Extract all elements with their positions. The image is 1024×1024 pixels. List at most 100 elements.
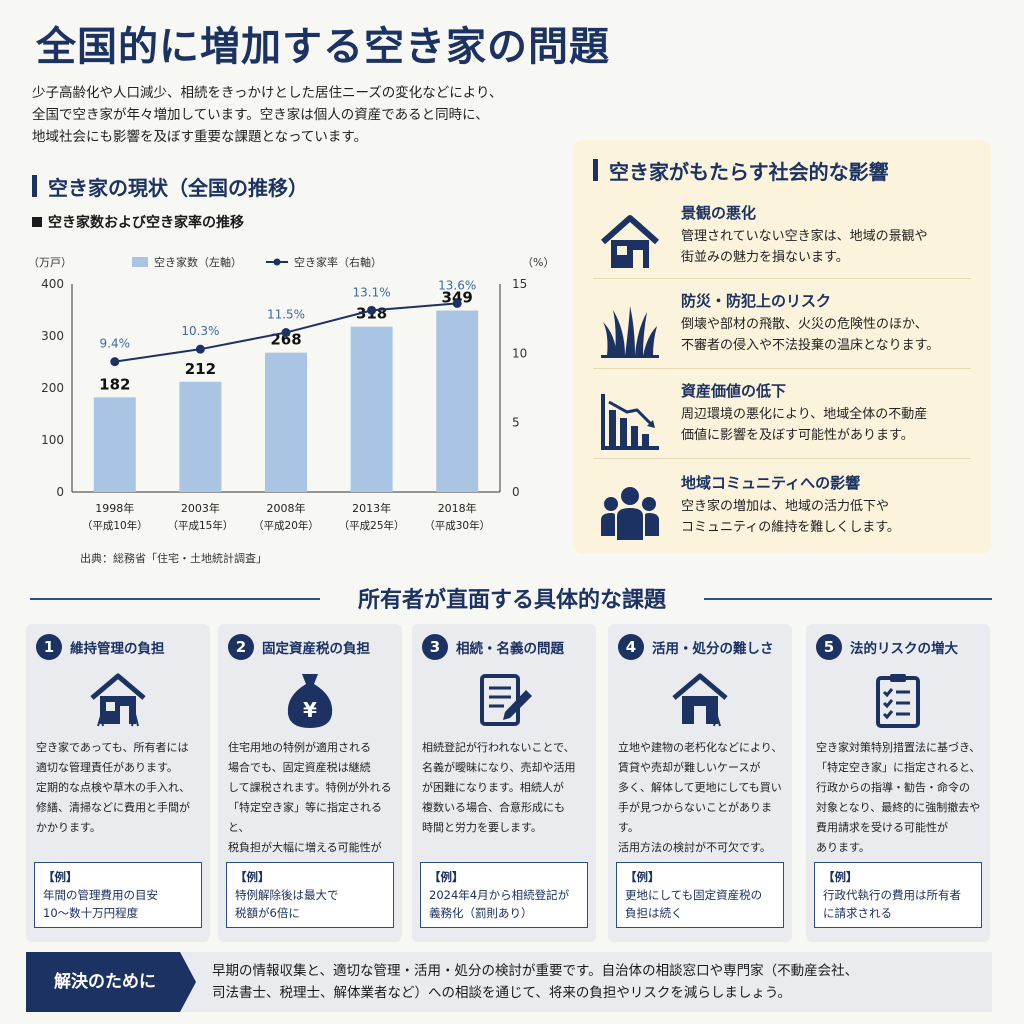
document-pen-icon: [480, 674, 532, 726]
legend-line-marker: [273, 258, 281, 266]
left-axis-unit: （万戸）: [28, 256, 72, 269]
issue-desc: 相続登記が行われないことで、 名義が曖昧になり、売却や活用 が困難になります。相…: [422, 741, 576, 834]
impact-desc: 倒壊や部材の飛散、火災の危険性のほか、 不審者の侵入や不法投棄の温床となります。: [681, 317, 940, 353]
impact-item-asset-value: 資産価値の低下 周辺環境の悪化により、地域全体の不動産 価値に影響を及ぼす可能性…: [593, 380, 973, 468]
bar-value-label: 182: [99, 375, 130, 393]
legend-bar-swatch: [132, 257, 148, 267]
intro-line: 全国で空き家が年々増加しています。空き家は個人の資産であると同時に、: [32, 107, 489, 123]
rate-point: [110, 357, 120, 367]
intro-line: 少子高齢化や人口減少、相続をきっかけとした居住ニーズの変化などにより、: [32, 85, 503, 101]
rate-value-label: 13.6%: [438, 278, 476, 292]
bar: [93, 397, 136, 492]
impact-item-community: 地域コミュニティへの影響 空き家の増加は、地域の活力低下や コミュニティの維持を…: [593, 472, 973, 560]
chart-section-heading: 空き家の現状（全国の推移）: [32, 172, 308, 201]
rate-value-label: 9.4%: [100, 337, 131, 351]
bar-value-label: 268: [270, 331, 301, 349]
issue-card-utilization: 4 活用・処分の難しさ 立地や建物の老朽化などにより、 賃貸や売却が難しいケース…: [608, 624, 792, 942]
impact-desc: 空き家の増加は、地域の活力低下や コミュニティの維持を難しくします。: [681, 499, 900, 535]
issues-heading: 所有者が直面する具体的な課題: [347, 588, 676, 613]
legend-bar-label: 空き家数（左軸）: [154, 255, 242, 269]
legend-line-label: 空き家率（右軸）: [294, 255, 382, 269]
intro-line: 地域社会にも影響を及ぼす重要な課題となっています。: [32, 129, 368, 145]
right-tick-label: 0: [512, 485, 520, 499]
issue-title: 固定資産税の負担: [262, 641, 370, 657]
issue-desc: 空き家であっても、所有者には 適切な管理責任があります。 定期的な点検や草木の手…: [36, 741, 191, 834]
issue-title: 活用・処分の難しさ: [652, 641, 774, 657]
intro-text: 少子高齢化や人口減少、相続をきっかけとした居住ニーズの変化などにより、 全国で空…: [32, 82, 592, 148]
checklist-icon: [876, 674, 920, 728]
impact-title: 景観の悪化: [681, 204, 757, 222]
divider: [593, 368, 971, 369]
overgrown-house-icon: [90, 673, 146, 727]
chart-subheading: 空き家数および空き家率の推移: [32, 212, 244, 232]
issue-title: 法的リスクの増大: [850, 641, 958, 657]
bar: [265, 352, 307, 492]
left-tick-label: 400: [41, 277, 64, 291]
rate-value-label: 13.1%: [353, 285, 391, 299]
x-tick-label: 2003年: [181, 501, 220, 515]
x-tick-label: 1998年: [95, 501, 134, 515]
issue-example: 【例】 更地にしても固定資産税の 負担は続く: [616, 862, 784, 928]
svg-text:¥: ¥: [303, 698, 317, 722]
vacancy-chart: （万戸） （%） 空き家数（左軸） 空き家率（右軸） 0 100 200 300 400 0 5 10…: [28, 255, 554, 532]
chart-source: 出典：総務省「住宅・土地統計調査」: [80, 552, 267, 565]
impact-item-disaster: 防災・防犯上のリスク 倒壊や部材の飛散、火災の危険性のほか、 不審者の侵入や不法…: [593, 290, 973, 378]
issue-example: 【例】 特例解除後は最大で 税額が6倍に: [226, 862, 394, 928]
issue-desc: 住宅用地の特例が適用される 場合でも、固定資産税は継続 して課税されます。特例が…: [228, 741, 392, 874]
x-tick-label: 2008年: [267, 501, 306, 515]
right-tick-label: 10: [512, 346, 527, 360]
right-axis-unit: （%）: [522, 256, 554, 269]
issues-heading-row: 所有者が直面する具体的な課題: [0, 582, 1024, 614]
divider: [593, 458, 971, 459]
solution-text: 早期の情報収集と、適切な管理・活用・処分の検討が重要です。自治体の相談窓口や専門…: [212, 963, 859, 1001]
issue-number: 5: [816, 634, 842, 660]
rate-point: [452, 298, 462, 308]
rate-value-label: 11.5%: [267, 308, 305, 322]
impact-item-landscape: 景観の悪化 管理されていない空き家は、地域の景観や 街並みの魅力を損ないます。: [593, 202, 973, 290]
left-tick-label: 300: [41, 329, 64, 343]
rate-point: [367, 305, 377, 315]
x-tick-sublabel: （平成10年）: [82, 519, 148, 532]
issue-number: 1: [36, 634, 62, 660]
house-icon: [672, 673, 728, 727]
rate-point: [195, 344, 205, 354]
impact-title: 防災・防犯上のリスク: [681, 292, 832, 310]
issue-number: 2: [228, 634, 254, 660]
right-tick-label: 15: [512, 277, 527, 291]
bar: [436, 310, 479, 492]
issue-title: 相続・名義の問題: [456, 641, 564, 657]
issue-example: 【例】 2024年4月から相続登記が 義務化（罰則あり）: [420, 862, 588, 928]
divider: [704, 598, 992, 600]
impact-desc: 周辺環境の悪化により、地域全体の不動産 価値に影響を及ぼす可能性があります。: [681, 407, 928, 443]
rate-point: [281, 328, 291, 338]
bar-value-label: 212: [185, 360, 216, 378]
bar: [179, 381, 222, 492]
left-tick-label: 200: [41, 381, 64, 395]
issue-number: 3: [422, 634, 448, 660]
x-tick-sublabel: （平成20年）: [253, 519, 319, 532]
x-tick-sublabel: （平成15年）: [167, 519, 233, 532]
issue-title: 維持管理の負担: [70, 641, 165, 657]
solution-banner: 解決のために 早期の情報収集と、適切な管理・活用・処分の検討が重要です。自治体の…: [26, 952, 992, 1012]
issue-example: 【例】 行政代執行の費用は所有者 に請求される: [814, 862, 982, 928]
money-bag-icon: ¥: [287, 674, 333, 728]
impact-title: 地域コミュニティへの影響: [681, 474, 861, 492]
bar: [350, 326, 393, 492]
issue-desc: 立地や建物の老朽化などにより、 賃貸や売却が難しいケースが 多く、解体して更地に…: [618, 741, 783, 854]
issue-card-legal-risk: 5 法的リスクの増大 空き家対策特別措置法に基づき、 「特定空き家」に指定される…: [806, 624, 990, 942]
impact-desc: 管理されていない空き家は、地域の景観や 街並みの魅力を損ないます。: [681, 229, 928, 265]
bar-value-label: 349: [442, 289, 473, 307]
x-tick-sublabel: （平成30年）: [424, 519, 490, 532]
divider: [30, 598, 320, 600]
issue-number: 4: [618, 634, 644, 660]
divider: [593, 278, 971, 279]
house-icon: [601, 215, 659, 268]
issue-desc: 空き家対策特別措置法に基づき、 「特定空き家」に指定されると、 行政からの指導・…: [816, 741, 981, 854]
issue-example: 【例】 年間の管理費用の目安 10〜数十万円程度: [34, 862, 202, 928]
x-tick-sublabel: （平成25年）: [339, 519, 405, 532]
x-tick-label: 2013年: [352, 501, 391, 515]
left-tick-label: 0: [56, 485, 64, 499]
impact-panel: 空き家がもたらす社会的な影響 景観の悪化 管理されていない空き家は、地域の景観や…: [573, 140, 991, 554]
rate-value-label: 10.3%: [181, 324, 219, 338]
declining-chart-icon: [601, 394, 659, 450]
